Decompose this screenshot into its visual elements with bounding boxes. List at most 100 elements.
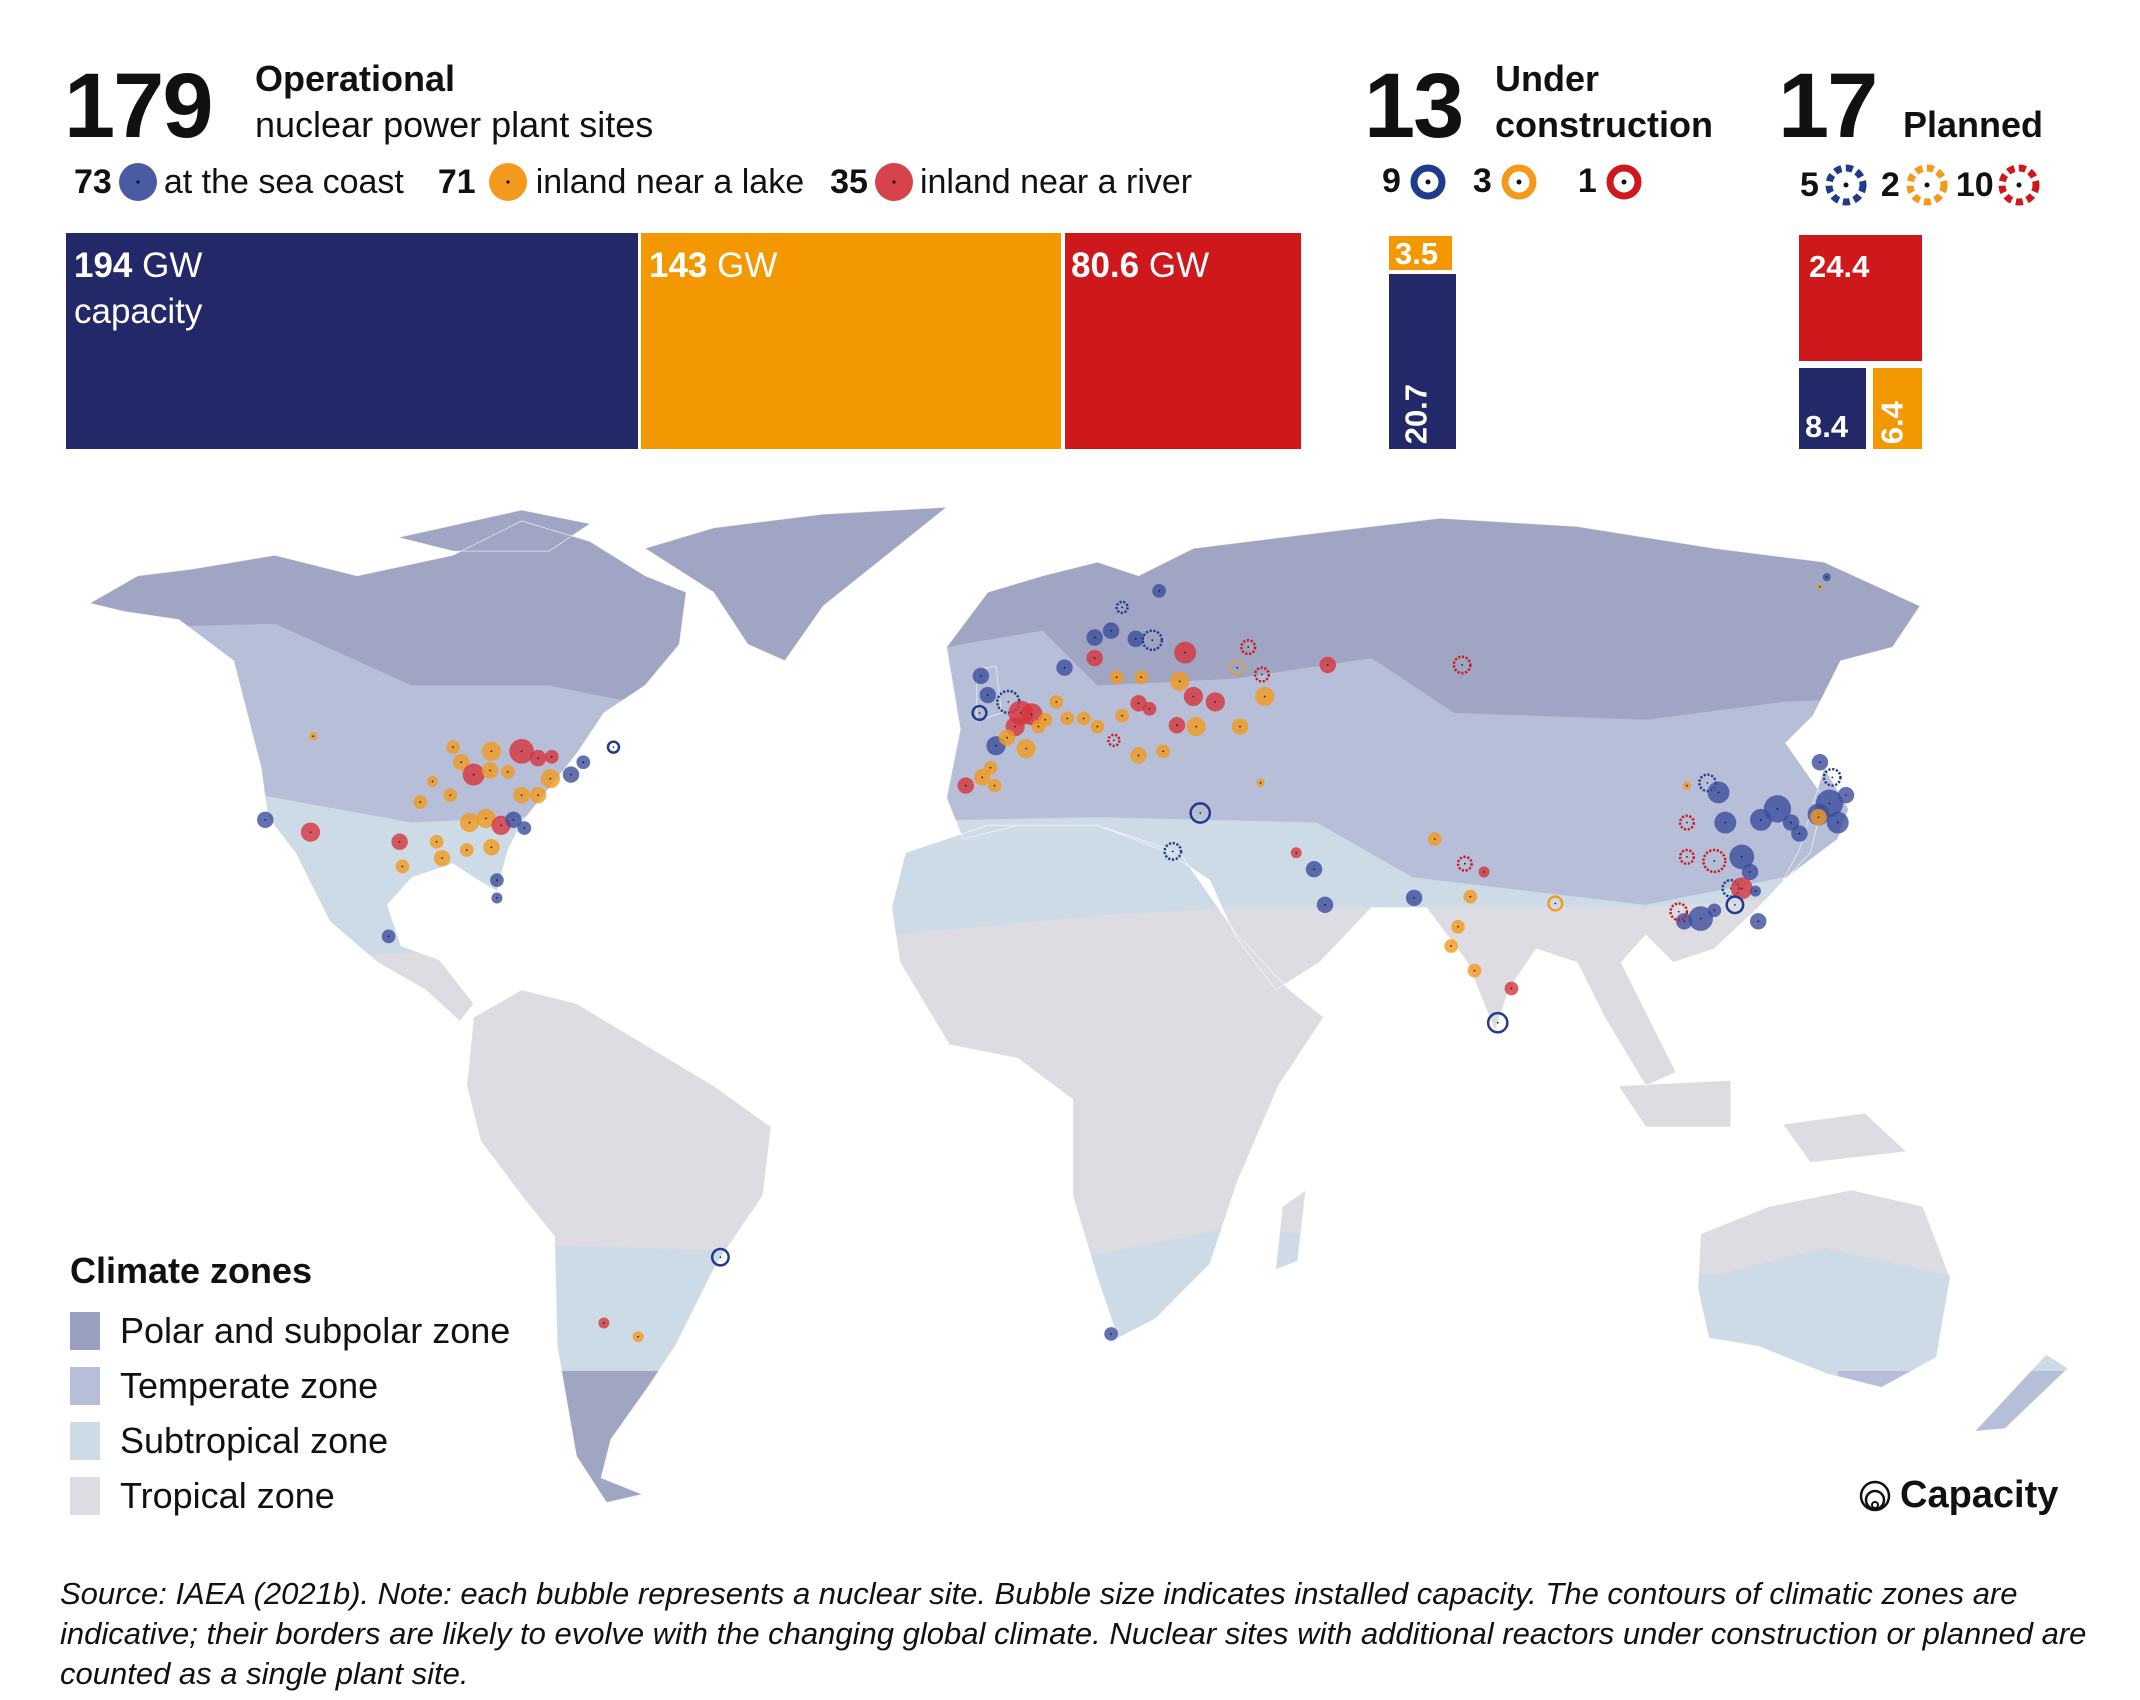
site-center-dot [1450, 945, 1452, 947]
zone-label: Temperate zone [120, 1365, 379, 1406]
site-center-dot [1263, 695, 1266, 698]
site-center-dot [496, 879, 498, 881]
pl-lake-dashed-ring-icon [1906, 164, 1948, 206]
site-center-dot [1044, 718, 1047, 721]
site-center-dot [1066, 717, 1069, 720]
site-center-dot [1713, 909, 1716, 912]
site-center-dot [570, 773, 572, 776]
under-construction-site-sea-coast [606, 740, 621, 754]
uc-bar-sea: 20.7 [1389, 274, 1456, 449]
under-construction-site-sea-coast [1486, 1011, 1509, 1034]
site-center-dot [1162, 750, 1165, 753]
planned-site-river [1107, 733, 1121, 748]
site-center-dot [520, 750, 523, 753]
zone-tropical: Tropical zone [70, 1471, 510, 1521]
site-center-dot [309, 831, 312, 834]
pl-bar-lake: 6.4 [1873, 368, 1922, 449]
site-center-dot [1261, 673, 1263, 676]
site-center-dot [1199, 812, 1202, 814]
site-center-dot [1754, 890, 1757, 892]
site-center-dot [993, 784, 996, 787]
river-label: inland near a river [919, 162, 1193, 201]
uc-lake-ring-icon [1501, 164, 1537, 199]
site-center-dot [612, 746, 615, 749]
pl-lake-count: 2 [1880, 165, 1900, 204]
planned-title: Planned [1903, 104, 2044, 145]
bar-river-value: 80.6 [1071, 246, 1140, 285]
site-center-dot [1461, 664, 1463, 666]
site-center-dot [1760, 819, 1762, 821]
polar-swatch [70, 1312, 100, 1350]
site-center-dot [1324, 904, 1326, 906]
site-center-dot [398, 840, 401, 843]
site-center-dot [489, 769, 491, 772]
site-center-dot [523, 827, 526, 829]
uc-bar-sea-value: 20.7 [1398, 383, 1434, 445]
site-center-dot [1326, 664, 1329, 666]
planned-site-river [1678, 848, 1696, 865]
pl-sea-dashed-ring-icon [1825, 164, 1867, 206]
planned-site-river [1669, 902, 1689, 922]
operational-legend: 73 at the sea coast 71 inland near a lak… [74, 162, 1192, 202]
site-center-dot [1433, 838, 1436, 840]
site-center-dot [995, 744, 997, 747]
pl-bar-sea: 8.4 [1799, 368, 1866, 449]
site-center-dot [1093, 636, 1096, 639]
under-construction-site-sea-coast [1725, 895, 1745, 915]
site-center-dot [1007, 701, 1010, 703]
sea-coast-label: at the sea coast [163, 162, 404, 201]
pl-sea-count: 5 [1800, 165, 1819, 204]
site-center-dot [460, 761, 463, 764]
site-center-dot [485, 817, 487, 820]
operational-subtitle: nuclear power plant sites [255, 104, 654, 145]
under-construction-legend: 9 3 1 [1382, 162, 1643, 201]
site-center-dot [468, 821, 471, 824]
site-center-dot [1457, 925, 1459, 928]
site-center-dot [1790, 821, 1792, 824]
site-center-dot [1134, 638, 1137, 640]
site-center-dot [1214, 701, 1217, 703]
planned-legend: 5 2 10 [1800, 162, 2042, 208]
site-center-dot [1137, 754, 1140, 757]
tropical-swatch [70, 1477, 100, 1515]
site-center-dot [1740, 887, 1743, 890]
site-center-dot [1734, 904, 1736, 906]
pl-bar-lake-value: 6.4 [1874, 401, 1910, 445]
site-center-dot [1172, 850, 1174, 853]
site-center-dot [1554, 902, 1557, 905]
site-center-dot [637, 1335, 639, 1338]
bar-lake-value: 143 [649, 246, 708, 285]
site-center-dot [512, 819, 515, 821]
uc-lake-count: 3 [1472, 162, 1492, 200]
site-center-dot [387, 935, 390, 938]
site-center-dot [1699, 917, 1702, 920]
site-center-dot [449, 794, 452, 796]
site-center-dot [1313, 868, 1315, 871]
site-center-dot [1259, 782, 1262, 784]
site-center-dot [1082, 717, 1085, 720]
site-center-dot [1151, 639, 1154, 642]
planned-site-river [1452, 655, 1472, 675]
planned-site-sea-coast [1163, 841, 1183, 861]
site-center-dot [496, 897, 498, 899]
site-center-dot [1121, 606, 1123, 609]
site-center-dot [1184, 651, 1186, 654]
site-center-dot [1093, 657, 1096, 659]
sea-coast-bubble-icon [118, 163, 157, 201]
site-center-dot [1014, 725, 1016, 728]
site-center-dot [1063, 666, 1066, 669]
site-center-dot [719, 1256, 722, 1258]
site-center-dot [1825, 576, 1828, 578]
site-center-dot [1158, 590, 1160, 592]
planned-count: 17 [1778, 55, 1878, 157]
site-center-dot [1137, 702, 1140, 705]
climate-legend: Climate zones Polar and subpolar zone Te… [70, 1250, 510, 1521]
site-center-dot [1713, 860, 1716, 862]
site-center-dot [1798, 832, 1801, 835]
zone-temperate: Temperate zone [70, 1361, 510, 1411]
planned-site-lake [1229, 659, 1246, 676]
site-center-dot [1121, 714, 1123, 717]
site-center-dot [964, 784, 967, 787]
nuclear-sites [257, 573, 1855, 1343]
